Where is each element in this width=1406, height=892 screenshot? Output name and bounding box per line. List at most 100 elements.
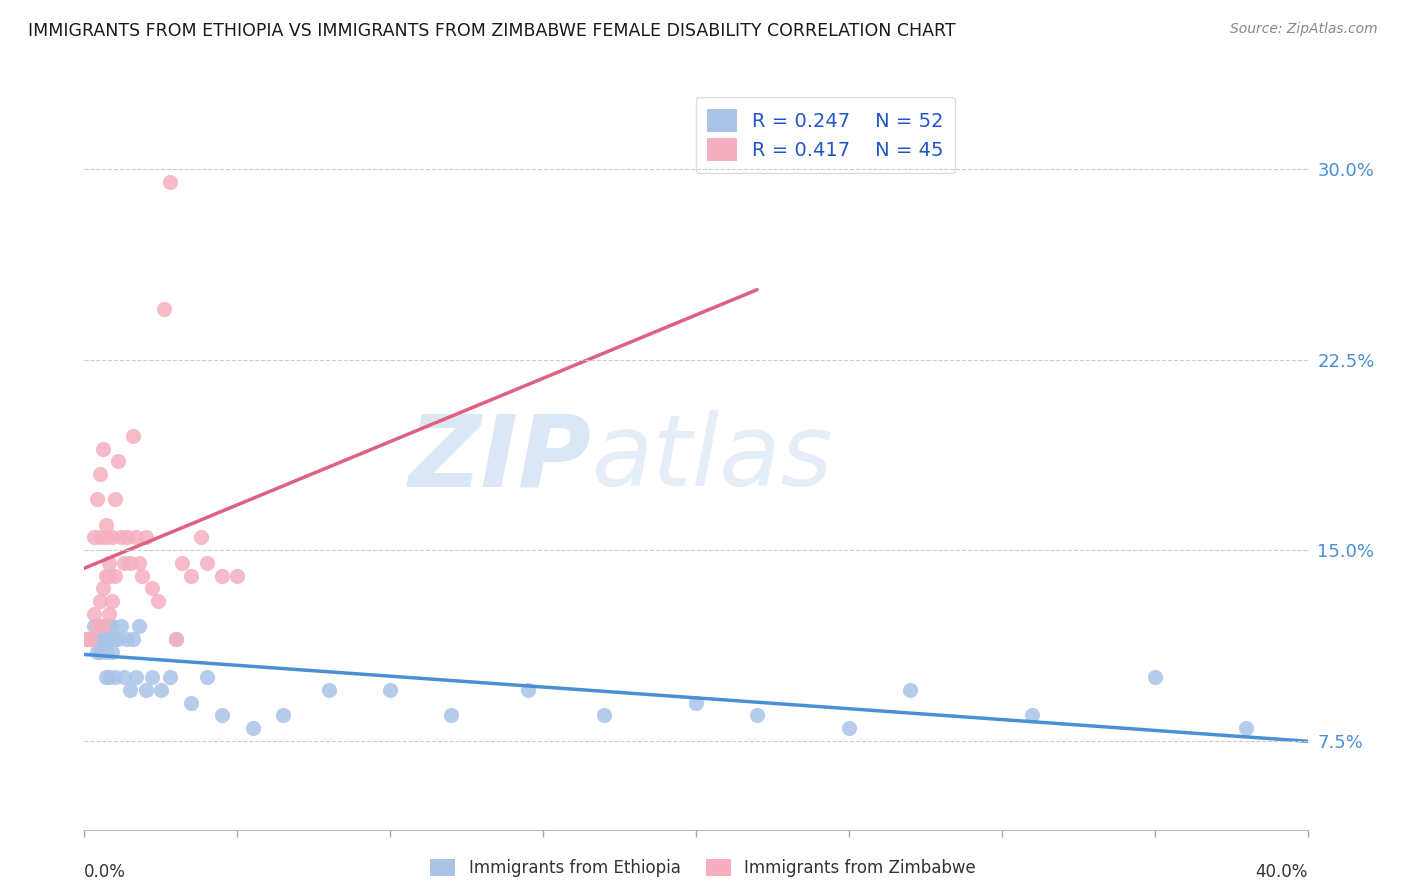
Point <box>76 632 98 646</box>
Point <box>91 632 114 646</box>
Point <box>125 670 148 684</box>
Point <box>94 670 117 684</box>
Point <box>104 670 127 684</box>
Point <box>101 632 124 646</box>
Point <box>838 721 860 735</box>
Legend: Immigrants from Ethiopia, Immigrants from Zimbabwe: Immigrants from Ethiopia, Immigrants fro… <box>423 852 983 884</box>
Point <box>211 568 233 582</box>
Point <box>1236 721 1258 735</box>
Point <box>593 708 616 723</box>
Point <box>94 645 117 659</box>
Point <box>242 721 264 735</box>
Point <box>115 632 138 646</box>
Point <box>76 632 98 646</box>
Point <box>190 531 212 545</box>
Point <box>122 429 145 443</box>
Point <box>91 581 114 595</box>
Point <box>180 696 202 710</box>
Point <box>112 670 135 684</box>
Point <box>195 556 218 570</box>
Point <box>141 581 163 595</box>
Point <box>128 619 150 633</box>
Point <box>104 492 127 507</box>
Point <box>107 454 129 468</box>
Point <box>91 632 114 646</box>
Point <box>86 645 108 659</box>
Point <box>86 619 108 633</box>
Point <box>440 708 463 723</box>
Text: ZIP: ZIP <box>409 410 592 508</box>
Point <box>104 632 127 646</box>
Point <box>195 670 218 684</box>
Point <box>128 556 150 570</box>
Point <box>110 531 132 545</box>
Text: IMMIGRANTS FROM ETHIOPIA VS IMMIGRANTS FROM ZIMBABWE FEMALE DISABILITY CORRELATI: IMMIGRANTS FROM ETHIOPIA VS IMMIGRANTS F… <box>28 22 956 40</box>
Point <box>89 594 111 608</box>
Point <box>159 670 181 684</box>
Point <box>146 594 169 608</box>
Point <box>94 531 117 545</box>
Point <box>271 708 294 723</box>
Point <box>97 607 120 621</box>
Point <box>97 568 120 582</box>
Point <box>97 556 120 570</box>
Text: Source: ZipAtlas.com: Source: ZipAtlas.com <box>1230 22 1378 37</box>
Point <box>97 670 120 684</box>
Point <box>1143 670 1166 684</box>
Point <box>79 632 101 646</box>
Point <box>226 568 249 582</box>
Point <box>135 531 157 545</box>
Point <box>83 607 105 621</box>
Text: 0.0%: 0.0% <box>84 863 127 880</box>
Point <box>120 556 142 570</box>
Point <box>94 619 117 633</box>
Point <box>1021 708 1043 723</box>
Point <box>318 682 340 697</box>
Point <box>97 632 120 646</box>
Point <box>83 619 105 633</box>
Point <box>165 632 187 646</box>
Point <box>83 531 105 545</box>
Point <box>122 632 145 646</box>
Point <box>159 175 181 189</box>
Point <box>380 682 402 697</box>
Point <box>94 568 117 582</box>
Point <box>76 632 98 646</box>
Point <box>97 619 120 633</box>
Point <box>101 645 124 659</box>
Point <box>104 568 127 582</box>
Point <box>211 708 233 723</box>
Point <box>89 467 111 481</box>
Point <box>516 682 538 697</box>
Point <box>91 619 114 633</box>
Point <box>115 531 138 545</box>
Point <box>135 682 157 697</box>
Point <box>79 632 101 646</box>
Point <box>149 682 172 697</box>
Point <box>89 632 111 646</box>
Point <box>94 517 117 532</box>
Point <box>86 492 108 507</box>
Point <box>89 645 111 659</box>
Point <box>153 301 176 316</box>
Point <box>107 632 129 646</box>
Point <box>131 568 153 582</box>
Point <box>86 632 108 646</box>
Point <box>180 568 202 582</box>
Point <box>89 531 111 545</box>
Legend: R = 0.247    N = 52, R = 0.417    N = 45: R = 0.247 N = 52, R = 0.417 N = 45 <box>696 97 955 172</box>
Point <box>79 632 101 646</box>
Point <box>91 442 114 456</box>
Point <box>110 619 132 633</box>
Text: 40.0%: 40.0% <box>1256 863 1308 880</box>
Point <box>165 632 187 646</box>
Text: atlas: atlas <box>592 410 834 508</box>
Point <box>101 594 124 608</box>
Point <box>125 531 148 545</box>
Point <box>120 682 142 697</box>
Point <box>898 682 921 697</box>
Point <box>101 531 124 545</box>
Point <box>172 556 194 570</box>
Point <box>89 619 111 633</box>
Point <box>747 708 769 723</box>
